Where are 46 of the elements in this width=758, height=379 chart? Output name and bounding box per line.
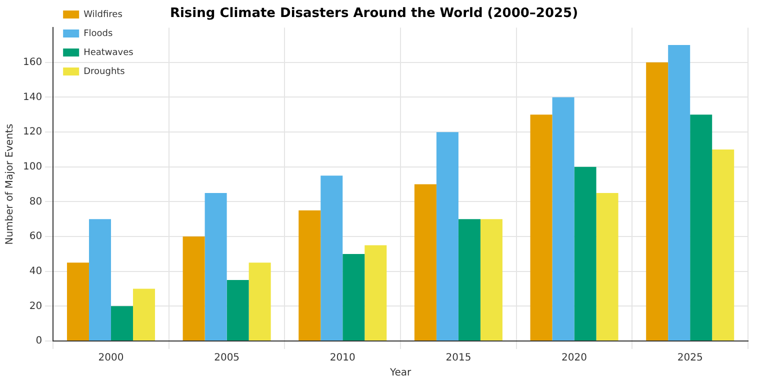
- bar: [320, 176, 343, 340]
- y-tick-label: 120: [22, 126, 42, 138]
- bar: [88, 219, 111, 340]
- bar: [66, 262, 89, 340]
- bar: [414, 184, 436, 340]
- y-tick-label: 60: [29, 231, 42, 242]
- y-tick-label: 160: [22, 57, 42, 68]
- legend-label: Heatwaves: [84, 48, 134, 58]
- bar: [552, 97, 574, 340]
- x-axis-title: Year: [388, 368, 412, 379]
- y-axis-title: Number of Major Events: [4, 124, 16, 245]
- y-tick-label: 40: [29, 266, 42, 277]
- x-tick-label: 2015: [446, 352, 472, 364]
- bar: [596, 193, 618, 340]
- bar: [364, 245, 387, 340]
- bar: [458, 219, 480, 340]
- bar: [690, 114, 712, 340]
- y-tick-label: 20: [29, 300, 42, 312]
- bar: [668, 45, 690, 340]
- bar: [530, 114, 552, 340]
- bar: [574, 166, 596, 340]
- y-tick-label: 100: [22, 161, 42, 172]
- legend-label: Wildfires: [84, 10, 123, 20]
- x-tick-label: 2025: [677, 352, 703, 364]
- x-tick-label: 2020: [562, 352, 587, 364]
- bar: [133, 288, 156, 340]
- x-tick-label: 2005: [214, 352, 240, 364]
- bar: [436, 132, 458, 340]
- bar: [204, 193, 227, 340]
- x-tick-label: 2000: [98, 352, 124, 364]
- bar: [298, 210, 321, 340]
- bar: [712, 149, 734, 340]
- bar: [182, 236, 205, 340]
- bar: [646, 62, 668, 340]
- bar: [342, 254, 365, 340]
- y-tick-label: 80: [29, 196, 42, 208]
- y-tick-label: 0: [36, 336, 42, 347]
- legend-label: Floods: [84, 28, 113, 39]
- bar: [226, 280, 249, 340]
- y-tick-label: 140: [22, 92, 42, 103]
- x-tick-label: 2010: [330, 352, 356, 364]
- bar: [110, 306, 133, 340]
- bar: [248, 262, 271, 340]
- legend-label: Droughts: [84, 66, 126, 77]
- bar: [480, 219, 502, 340]
- chart-title: Rising Climate Disasters Around the World (2000–2025): [170, 6, 578, 22]
